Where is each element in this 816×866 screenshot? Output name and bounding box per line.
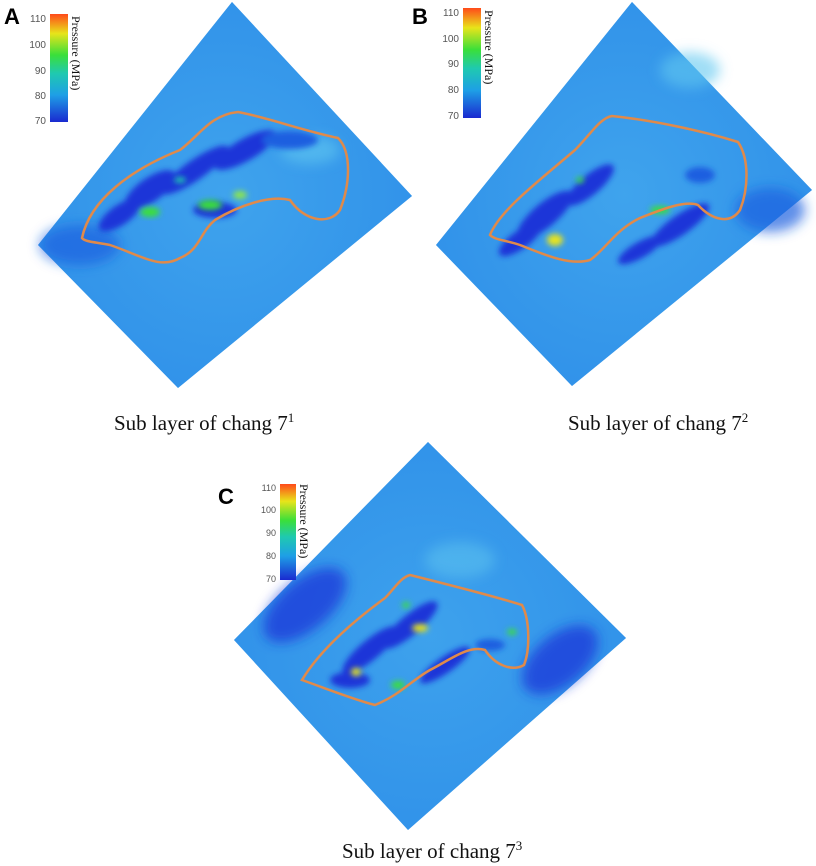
caption-b-text: Sub layer of chang 7 — [568, 411, 742, 435]
caption-c-sup: 3 — [515, 838, 523, 853]
caption-c: Sub layer of chang 73 — [342, 838, 522, 864]
colorbar-b: 110 100 90 80 70 Pressure (MPa) — [442, 8, 496, 122]
colorbar-c-tick-90: 90 — [266, 528, 276, 538]
colorbar-c-tick-100: 100 — [261, 505, 276, 515]
colorbar-c-title: Pressure (MPa) — [297, 484, 311, 558]
colorbar-a-tick-80: 80 — [35, 91, 47, 102]
colorbar-c-tick-80: 80 — [266, 551, 276, 561]
colorbar-b-tick-100: 100 — [442, 34, 459, 45]
colorbar-a-tick-110: 110 — [30, 14, 46, 25]
map-c-boundary-outline — [300, 573, 530, 707]
colorbar-a-tick-70: 70 — [35, 116, 47, 127]
map-c-low-pressure-zones — [330, 601, 505, 688]
colorbar-b-tick-80: 80 — [448, 85, 460, 96]
caption-a-sup: 1 — [287, 410, 295, 425]
panel-letter-a: A — [4, 4, 20, 29]
colorbar-c: 110 100 90 80 70 Pressure (MPa) — [261, 483, 311, 584]
map-panel-a: 110 100 90 80 70 Pressure (MPa) — [29, 2, 412, 388]
colorbar-b-tick-90: 90 — [448, 59, 460, 70]
colorbar-a-title: Pressure (MPa) — [69, 16, 83, 90]
caption-c-text: Sub layer of chang 7 — [342, 839, 516, 863]
colorbar-b-title: Pressure (MPa) — [482, 10, 496, 84]
caption-b: Sub layer of chang 72 — [568, 410, 748, 436]
map-b-low-pressure-zones — [498, 164, 715, 265]
colorbar-b-tick-70: 70 — [448, 111, 460, 122]
map-b-boundary-outline — [488, 114, 748, 263]
caption-b-sup: 2 — [741, 410, 749, 425]
panel-letter-c: C — [218, 484, 234, 509]
map-panel-b: 110 100 90 80 70 Pressure (MPa) — [436, 2, 812, 386]
map-a-high-pressure-spots — [140, 177, 247, 217]
caption-a-text: Sub layer of chang 7 — [114, 411, 288, 435]
colorbar-c-tick-70: 70 — [266, 574, 276, 584]
panel-letter-b: B — [412, 4, 428, 29]
caption-a: Sub layer of chang 71 — [114, 410, 294, 436]
colorbar-c-tick-110: 110 — [262, 483, 276, 493]
colorbar-a: 110 100 90 80 70 Pressure (MPa) — [29, 14, 83, 127]
colorbar-b-tick-110: 110 — [443, 8, 459, 19]
colorbar-a-tick-100: 100 — [29, 40, 46, 51]
map-a-boundary-outline — [80, 110, 350, 264]
map-panel-c: 110 100 90 80 70 Pressure (MPa) — [234, 442, 626, 830]
colorbar-a-tick-90: 90 — [35, 66, 47, 77]
map-c-high-pressure-spots — [351, 602, 517, 689]
